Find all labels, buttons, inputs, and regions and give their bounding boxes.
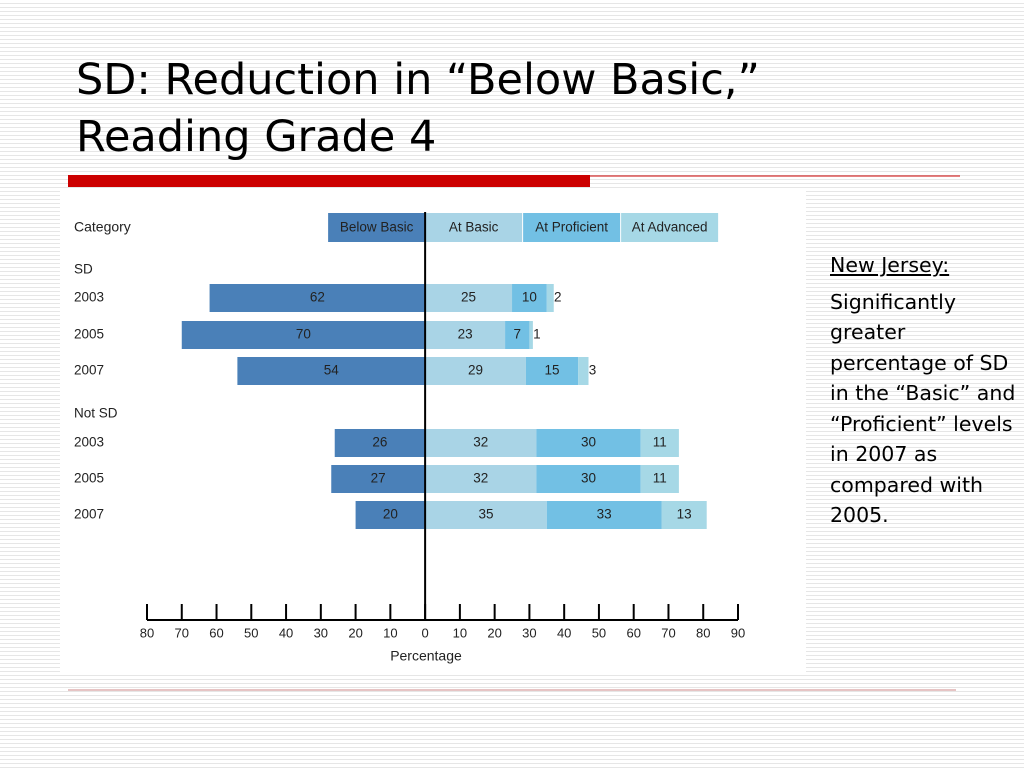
bar-segment <box>536 429 641 457</box>
category-label: 2003 <box>74 435 104 450</box>
bar-segment <box>640 429 679 457</box>
legend-swatch <box>523 213 621 242</box>
data-label: 3 <box>589 363 597 378</box>
bar-segment <box>181 321 426 349</box>
x-tick-label: 40 <box>279 625 293 640</box>
bar-segment <box>578 357 589 385</box>
title-rule <box>68 175 590 187</box>
data-label: 10 <box>522 290 537 305</box>
x-tick-label: 60 <box>626 625 640 640</box>
x-tick-label: 50 <box>244 625 258 640</box>
data-label: 32 <box>473 435 488 450</box>
side-note: New Jersey: Significantly greater percen… <box>830 250 1020 531</box>
title-line: SD: Reduction in “Below Basic,” <box>76 55 760 105</box>
bar-segment <box>525 357 579 385</box>
bar-segment <box>546 284 554 312</box>
title-line: Reading Grade 4 <box>76 112 437 162</box>
data-label: 32 <box>473 471 488 486</box>
bar-segment <box>425 284 513 312</box>
x-tick-label: 70 <box>661 625 675 640</box>
bar-segment <box>505 321 530 349</box>
category-label: SD <box>74 262 93 277</box>
x-tick-label: 10 <box>383 625 397 640</box>
x-axis-label: Percentage <box>390 648 462 664</box>
bar-segment <box>425 501 547 529</box>
data-label: 29 <box>468 363 483 378</box>
category-label: 2005 <box>74 327 104 342</box>
category-label: 2003 <box>74 290 104 305</box>
x-tick-label: 10 <box>453 625 467 640</box>
x-tick-label: 0 <box>422 625 429 640</box>
bar-segment <box>512 284 547 312</box>
data-label: 54 <box>324 363 340 378</box>
x-tick-label: 70 <box>175 625 189 640</box>
note-heading: New Jersey: <box>830 253 950 277</box>
category-label: Not SD <box>74 406 118 421</box>
x-tick-label: 20 <box>348 625 362 640</box>
category-label: 2007 <box>74 507 104 522</box>
data-label: 13 <box>677 507 692 522</box>
data-label: 30 <box>581 435 596 450</box>
data-label: 27 <box>371 471 386 486</box>
legend-swatch <box>328 213 426 242</box>
category-label: 2007 <box>74 363 104 378</box>
data-label: 26 <box>372 435 387 450</box>
data-label: 62 <box>310 290 325 305</box>
data-label: 15 <box>544 363 559 378</box>
bar-segment <box>334 429 426 457</box>
legend-label: At Advanced <box>632 220 708 235</box>
legend-label: At Proficient <box>535 220 608 235</box>
data-label: 7 <box>513 327 521 342</box>
x-tick-label: 50 <box>592 625 606 640</box>
legend-title: Category <box>74 219 131 235</box>
data-label: 20 <box>383 507 398 522</box>
bar-segment <box>529 321 533 349</box>
data-label: 2 <box>554 290 562 305</box>
x-tick-label: 60 <box>209 625 223 640</box>
bar-segment <box>331 465 426 493</box>
bar-segment <box>661 501 707 529</box>
x-tick-label: 20 <box>487 625 501 640</box>
bar-segment <box>355 501 426 529</box>
bar-segment <box>425 321 506 349</box>
legend-swatch <box>621 213 719 242</box>
data-label: 30 <box>581 471 596 486</box>
data-label: 11 <box>653 471 667 486</box>
bar-segment <box>425 357 526 385</box>
legend-swatch <box>425 213 523 242</box>
data-label: 23 <box>458 327 473 342</box>
x-tick-label: 40 <box>557 625 571 640</box>
bar-segment <box>425 465 537 493</box>
bar-segment <box>536 465 641 493</box>
category-label: 2005 <box>74 471 104 486</box>
x-tick-label: 80 <box>696 625 710 640</box>
legend-label: Below Basic <box>340 220 414 235</box>
x-tick-label: 30 <box>522 625 536 640</box>
bar-segment <box>640 465 679 493</box>
bar-segment <box>546 501 662 529</box>
bar-segment <box>209 284 426 312</box>
data-label: 1 <box>533 327 541 342</box>
note-text: Significantly greater percentage of SD i… <box>830 289 1016 528</box>
x-tick-label: 30 <box>314 625 328 640</box>
x-tick-label: 80 <box>140 625 154 640</box>
bar-segment <box>237 357 426 385</box>
data-label: 33 <box>597 507 612 522</box>
slide-title: SD: Reduction in “Below Basic,” Reading … <box>76 52 760 166</box>
x-tick-label: 90 <box>731 625 745 640</box>
legend-label: At Basic <box>449 220 499 235</box>
data-label: 11 <box>653 435 667 450</box>
data-label: 70 <box>296 327 311 342</box>
data-label: 25 <box>461 290 476 305</box>
bar-segment <box>425 429 537 457</box>
data-label: 35 <box>478 507 493 522</box>
